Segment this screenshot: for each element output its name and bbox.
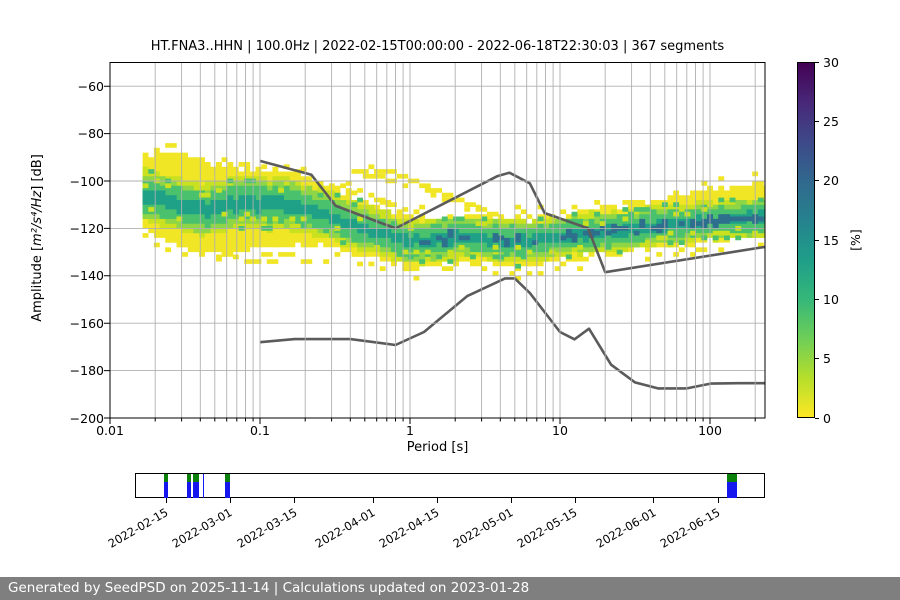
colorbar-tick-label: 15 xyxy=(823,232,839,248)
timeline-marker-blue xyxy=(193,482,200,498)
timeline-tick xyxy=(372,498,374,503)
y-tick-label: −120 xyxy=(69,220,104,236)
psd-histogram-layer xyxy=(142,181,765,257)
y-tick-label: −60 xyxy=(77,78,104,94)
y-axis-label-units: m²/s⁴/Hz xyxy=(30,190,45,246)
y-tick-label: −80 xyxy=(77,126,104,142)
colorbar-tick-label: 20 xyxy=(823,173,839,189)
timeline-marker-blue xyxy=(726,482,738,498)
colorbar-tick xyxy=(815,239,819,241)
y-axis-label-suffix: ] [dB] xyxy=(30,154,45,191)
high-noise-model-curve xyxy=(259,159,765,274)
y-axis-label-prefix: Amplitude [ xyxy=(30,245,45,322)
y-tick-label: −200 xyxy=(69,410,104,426)
psd-histogram-layer xyxy=(419,214,764,248)
timeline-tick xyxy=(574,498,576,503)
timeline-marker-green xyxy=(225,474,230,482)
colorbar-tick-label: 0 xyxy=(823,410,831,426)
colorbar-tick xyxy=(815,61,819,63)
plot-frame xyxy=(109,62,766,419)
timeline-tick xyxy=(653,498,655,503)
colorbar-tick-label: 25 xyxy=(823,113,839,129)
colorbar-tick-label: 5 xyxy=(823,351,831,367)
x-axis-label: Period [s] xyxy=(406,440,469,455)
x-tick-label: 1 xyxy=(406,423,414,438)
footer-bar: Generated by SeedPSD on 2025-11-14 | Cal… xyxy=(0,577,900,600)
colorbar xyxy=(797,62,815,418)
timeline-marker-blue xyxy=(186,482,191,498)
colorbar-label: [%] xyxy=(848,229,863,251)
y-tick-label: −160 xyxy=(69,315,104,331)
y-axis-label: Amplitude [m²/s⁴/Hz] [dB] xyxy=(30,0,46,476)
y-tick-label: −180 xyxy=(69,363,104,379)
timeline-tick xyxy=(229,498,231,503)
low-noise-model-curve xyxy=(259,277,765,390)
timeline-tick xyxy=(510,498,512,503)
timeline-marker-green xyxy=(726,474,738,482)
footer-text: Generated by SeedPSD on 2025-11-14 | Cal… xyxy=(8,580,530,596)
colorbar-tick xyxy=(815,120,819,122)
colorbar-tick xyxy=(815,180,819,182)
colorbar-tick-label: 30 xyxy=(823,54,839,70)
x-tick-label: 0.1 xyxy=(250,423,270,438)
timeline-tick xyxy=(294,498,296,503)
timeline-marker-blue xyxy=(225,482,230,498)
timeline-tick xyxy=(717,498,719,503)
psd-histogram-layer xyxy=(216,164,499,264)
timeline-marker-blue xyxy=(163,482,169,498)
timeline-marker-blue xyxy=(202,474,205,498)
psd-histogram-layer xyxy=(148,169,764,269)
plot-title: HT.FNA3..HHN | 100.0Hz | 2022-02-15T00:0… xyxy=(150,39,725,54)
timeline-marker-green xyxy=(186,474,191,482)
timeline-axis xyxy=(135,473,765,498)
psd-histogram xyxy=(142,143,765,390)
colorbar-tick xyxy=(815,298,819,300)
timeline-marker-green xyxy=(163,474,169,482)
x-tick-label: 100 xyxy=(698,423,722,438)
psd-histogram-layer xyxy=(142,178,759,255)
x-tick-label: 0.01 xyxy=(96,423,124,438)
axis-ticks xyxy=(104,85,756,424)
colorbar-tick-label: 10 xyxy=(823,291,839,307)
y-tick-label: −100 xyxy=(69,173,104,189)
colorbar-tick xyxy=(815,417,819,419)
timeline-tick xyxy=(165,498,167,503)
timeline-marker-green xyxy=(193,474,200,482)
y-tick-label: −140 xyxy=(69,268,104,284)
grid-lines xyxy=(110,62,765,418)
colorbar-tick xyxy=(815,358,819,360)
x-tick-label: 10 xyxy=(552,423,568,438)
timeline-tick xyxy=(436,498,438,503)
